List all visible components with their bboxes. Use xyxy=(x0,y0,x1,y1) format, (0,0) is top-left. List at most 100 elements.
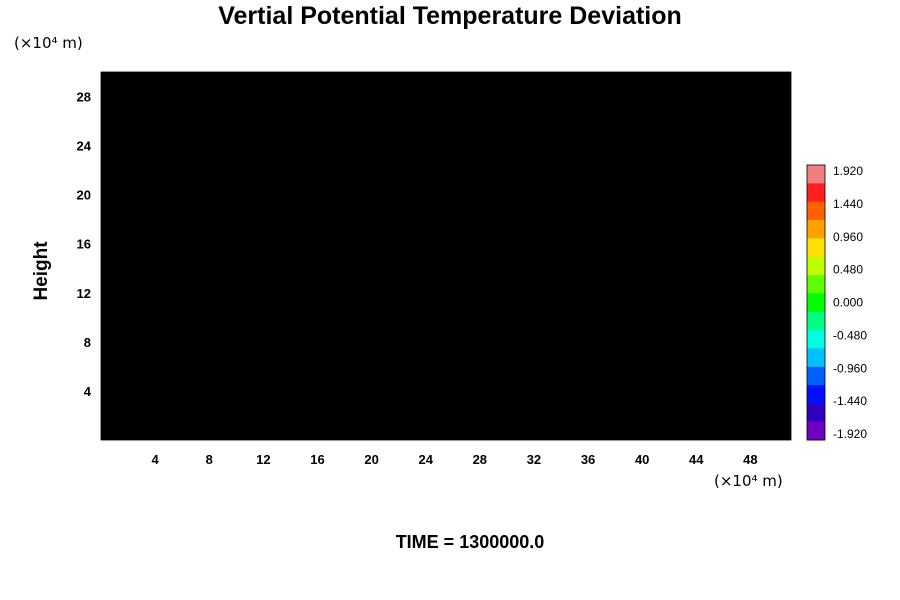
heatmap-cell xyxy=(239,244,246,249)
heatmap-cell xyxy=(731,240,738,245)
heatmap-cell xyxy=(413,152,420,157)
heatmap-cell xyxy=(647,136,654,141)
heatmap-cell xyxy=(431,228,438,233)
heatmap-cell xyxy=(755,156,762,161)
heatmap-cell xyxy=(113,124,120,129)
heatmap-cell xyxy=(137,84,144,89)
heatmap-cell xyxy=(563,196,570,201)
heatmap-cell xyxy=(179,232,186,237)
heatmap-cell xyxy=(461,184,468,189)
heatmap-cell xyxy=(593,240,600,245)
heatmap-cell xyxy=(641,88,648,93)
heatmap-cell xyxy=(641,164,648,169)
heatmap-cell xyxy=(551,88,558,93)
heatmap-cell xyxy=(599,76,606,81)
heatmap-cell xyxy=(389,208,396,213)
heatmap-cell xyxy=(263,192,270,197)
heatmap-cell xyxy=(329,136,336,141)
heatmap-cell xyxy=(197,180,204,185)
heatmap-cell xyxy=(569,80,576,85)
heatmap-cell xyxy=(353,244,360,249)
heatmap-cell xyxy=(665,140,672,145)
heatmap-cell xyxy=(503,204,510,209)
heatmap-cell xyxy=(551,184,558,189)
heatmap-cell xyxy=(569,132,576,137)
heatmap-cell xyxy=(341,228,348,233)
heatmap-cell xyxy=(239,120,246,125)
heatmap-cell xyxy=(263,188,270,193)
heatmap-cell xyxy=(545,216,552,221)
heatmap-cell xyxy=(179,128,186,133)
heatmap-cell xyxy=(221,100,228,105)
heatmap-cell xyxy=(425,164,432,169)
heatmap-cell xyxy=(389,148,396,153)
heatmap-cell xyxy=(137,104,144,109)
heatmap-cell xyxy=(359,152,366,157)
heatmap-cell xyxy=(293,152,300,157)
heatmap-cell xyxy=(155,92,162,97)
heatmap-cell xyxy=(245,188,252,193)
heatmap-cell xyxy=(551,216,558,221)
heatmap-cell xyxy=(245,92,252,97)
heatmap-cell xyxy=(479,224,486,229)
heatmap-cell xyxy=(731,200,738,205)
heatmap-cell xyxy=(407,188,414,193)
heatmap-cell xyxy=(341,112,348,117)
heatmap-cell xyxy=(653,176,660,181)
heatmap-cell xyxy=(221,176,228,181)
heatmap-cell xyxy=(515,204,522,209)
heatmap-cell xyxy=(713,224,720,229)
heatmap-cell xyxy=(323,228,330,233)
heatmap-cell xyxy=(407,136,414,141)
heatmap-cell xyxy=(581,104,588,109)
heatmap-cell xyxy=(227,152,234,157)
heatmap-cell xyxy=(509,144,516,149)
heatmap-cell xyxy=(227,100,234,105)
heatmap-cell xyxy=(647,172,654,177)
heatmap-cell xyxy=(569,84,576,89)
heatmap-cell xyxy=(635,128,642,133)
heatmap-cell xyxy=(173,156,180,161)
heatmap-cell xyxy=(665,220,672,225)
heatmap-cell xyxy=(593,116,600,121)
heatmap-cell xyxy=(125,224,132,229)
heatmap-cell xyxy=(131,160,138,165)
heatmap-cell xyxy=(467,216,474,221)
heatmap-cell xyxy=(569,120,576,125)
heatmap-cell xyxy=(539,204,546,209)
heatmap-cell xyxy=(611,84,618,89)
heatmap-cell xyxy=(305,116,312,121)
heatmap-cell xyxy=(719,100,726,105)
heatmap-cell xyxy=(749,140,756,145)
heatmap-cell xyxy=(545,168,552,173)
heatmap-cell xyxy=(251,124,258,129)
heatmap-cell xyxy=(161,216,168,221)
heatmap-cell xyxy=(623,204,630,209)
heatmap-cell xyxy=(713,100,720,105)
heatmap-cell xyxy=(419,176,426,181)
heatmap-cell xyxy=(605,216,612,221)
heatmap-cell xyxy=(113,72,120,77)
heatmap-cell xyxy=(341,104,348,109)
heatmap-cell xyxy=(767,232,774,237)
heatmap-cell xyxy=(779,216,786,221)
heatmap-cell xyxy=(407,128,414,133)
heatmap-cell xyxy=(557,108,564,113)
heatmap-cell xyxy=(281,184,288,189)
heatmap-cell xyxy=(401,136,408,141)
heatmap-cell xyxy=(629,76,636,81)
heatmap-cell xyxy=(719,152,726,157)
heatmap-cell xyxy=(653,100,660,105)
heatmap-cell xyxy=(701,220,708,225)
heatmap-cell xyxy=(239,100,246,105)
heatmap-cell xyxy=(605,80,612,85)
heatmap-cell xyxy=(635,220,642,225)
heatmap-cell xyxy=(149,220,156,225)
heatmap-cell xyxy=(557,236,564,241)
heatmap-cell xyxy=(311,172,318,177)
heatmap-cell xyxy=(647,216,654,221)
heatmap-cell xyxy=(551,180,558,185)
heatmap-cell xyxy=(665,100,672,105)
heatmap-cell xyxy=(671,100,678,105)
heatmap-cell xyxy=(113,92,120,97)
